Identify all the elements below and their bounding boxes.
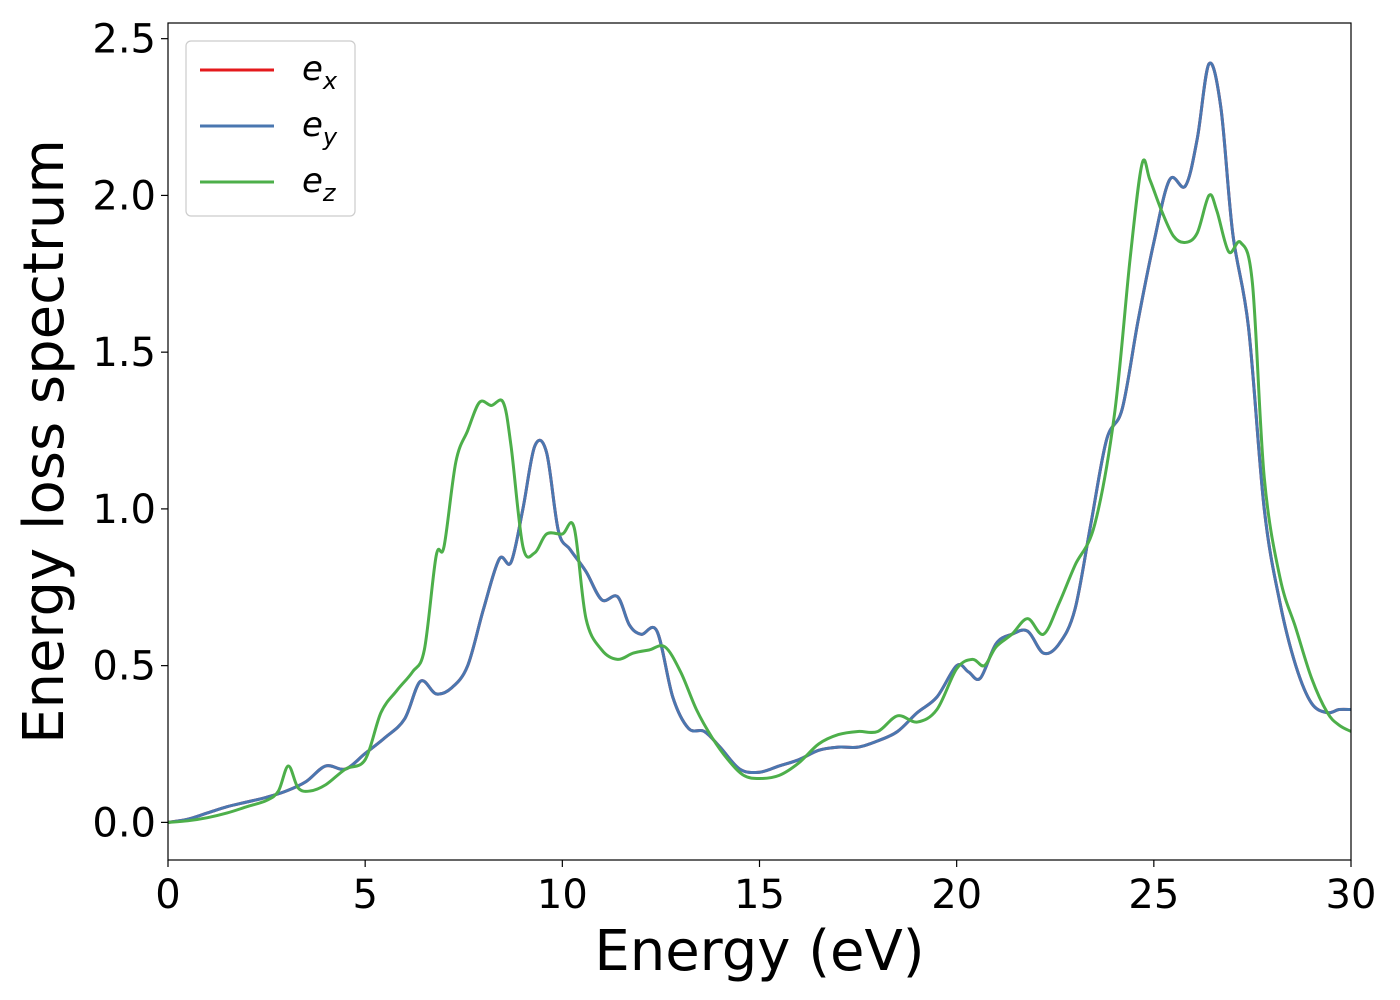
series-line-ez bbox=[168, 158, 1351, 824]
x-tick-label: 20 bbox=[931, 872, 982, 918]
y-axis-ticks: 0.0 0.5 1.0 1.5 2.0 2.5 bbox=[92, 17, 168, 846]
x-tick-label: 0 bbox=[155, 872, 180, 918]
y-tick-label: 1.5 bbox=[92, 330, 156, 376]
x-tick-label: 25 bbox=[1128, 872, 1179, 918]
y-axis-label: Energy loss spectrum bbox=[12, 139, 77, 744]
y-tick-label: 0.5 bbox=[92, 644, 156, 690]
x-tick-label: 30 bbox=[1326, 872, 1377, 918]
legend: ex ey ez bbox=[185, 40, 356, 217]
y-tick-label: 0.0 bbox=[92, 800, 156, 846]
x-tick-label: 15 bbox=[734, 872, 785, 918]
x-axis-label: Energy (eV) bbox=[594, 919, 924, 984]
plot-background bbox=[168, 23, 1351, 860]
x-tick-label: 5 bbox=[352, 872, 377, 918]
legend-label-ez: ez bbox=[302, 161, 337, 207]
legend-label-ey: ey bbox=[302, 105, 338, 151]
x-tick-label: 10 bbox=[537, 872, 588, 918]
series-line-ey bbox=[168, 61, 1351, 824]
legend-box bbox=[185, 40, 356, 217]
series-layer bbox=[168, 61, 1351, 824]
y-tick-label: 2.0 bbox=[92, 173, 156, 219]
x-axis-ticks: 0 5 10 15 20 25 30 bbox=[155, 860, 1376, 918]
y-tick-label: 1.0 bbox=[92, 487, 156, 533]
legend-label-ex: ex bbox=[302, 49, 338, 95]
y-tick-label: 2.5 bbox=[92, 17, 156, 63]
